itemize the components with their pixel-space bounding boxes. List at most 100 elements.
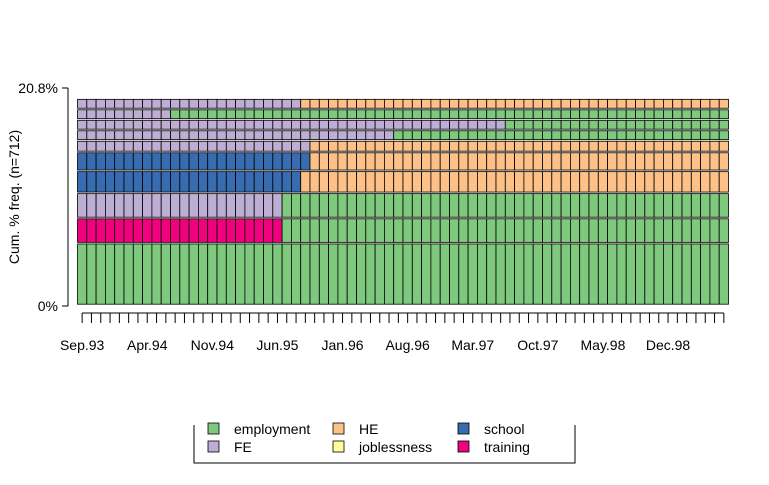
x-tick-label: Dec.98 bbox=[646, 337, 691, 353]
seq-8-cell-employment bbox=[504, 119, 515, 130]
seq-4-cell-HE bbox=[486, 171, 497, 193]
y-tick-label-bottom: 0% bbox=[38, 298, 58, 314]
seq-1-cell-employment bbox=[653, 243, 664, 305]
seq-6-cell-FE bbox=[272, 140, 283, 152]
seq-5-cell-HE bbox=[597, 152, 608, 171]
seq-3-cell-employment bbox=[402, 193, 413, 218]
seq-8-cell-employment bbox=[523, 119, 534, 130]
seq-1-cell-employment bbox=[374, 243, 385, 305]
seq-6-cell-FE bbox=[244, 140, 255, 152]
seq-1-cell-employment bbox=[253, 243, 264, 305]
seq-2-cell-training bbox=[253, 218, 264, 243]
seq-6-cell-HE bbox=[579, 140, 590, 152]
seq-4-cell-HE bbox=[690, 171, 701, 193]
seq-8-cell-employment bbox=[570, 119, 581, 130]
seq-6-cell-HE bbox=[486, 140, 497, 152]
legend-label-employment: employment bbox=[234, 421, 310, 437]
seq-5-cell-HE bbox=[309, 152, 320, 171]
seq-4-cell-HE bbox=[393, 171, 404, 193]
legend-box bbox=[193, 425, 576, 464]
seq-7-cell-employment bbox=[607, 130, 618, 141]
seq-6-cell-FE bbox=[253, 140, 264, 152]
sequence-1 bbox=[77, 243, 729, 305]
seq-10-cell-HE bbox=[318, 98, 329, 109]
seq-7-cell-employment bbox=[542, 130, 553, 141]
seq-9-cell-employment bbox=[281, 109, 292, 120]
legend-swatch-training bbox=[457, 440, 470, 453]
seq-5-cell-HE bbox=[402, 152, 413, 171]
seq-6-cell-FE bbox=[132, 140, 144, 152]
seq-1-cell-employment bbox=[337, 243, 348, 305]
seq-4-cell-school bbox=[170, 171, 181, 193]
seq-2-cell-employment bbox=[551, 218, 562, 243]
seq-5-cell-HE bbox=[560, 152, 571, 171]
seq-7-cell-employment bbox=[579, 130, 590, 141]
seq-2-cell-employment bbox=[709, 218, 720, 243]
seq-9-cell-employment bbox=[616, 109, 627, 120]
seq-4-cell-school bbox=[77, 171, 88, 193]
seq-5-cell-HE bbox=[318, 152, 329, 171]
seq-9-cell-FE bbox=[105, 109, 116, 120]
seq-5-cell-HE bbox=[449, 152, 460, 171]
seq-10-cell-FE bbox=[272, 98, 283, 109]
seq-6-cell-HE bbox=[356, 140, 367, 152]
seq-1-cell-employment bbox=[244, 243, 255, 305]
sequence-8 bbox=[77, 119, 729, 130]
seq-4-cell-HE bbox=[346, 171, 357, 193]
seq-5-cell-HE bbox=[532, 152, 543, 171]
seq-5-cell-HE bbox=[383, 152, 395, 171]
seq-3-cell-employment bbox=[309, 193, 320, 218]
seq-7-cell-FE bbox=[356, 130, 367, 141]
seq-1-cell-employment bbox=[123, 243, 134, 305]
seq-6-cell-FE bbox=[95, 140, 106, 152]
seq-1-cell-employment bbox=[625, 243, 636, 305]
seq-1-cell-employment bbox=[560, 243, 571, 305]
seq-4-cell-HE bbox=[597, 171, 608, 193]
seq-7-cell-FE bbox=[365, 130, 376, 141]
seq-10-cell-FE bbox=[216, 98, 227, 109]
seq-10-cell-FE bbox=[197, 98, 209, 109]
seq-9-cell-employment bbox=[504, 109, 515, 120]
seq-4-cell-HE bbox=[495, 171, 506, 193]
seq-7-cell-employment bbox=[653, 130, 664, 141]
seq-9-cell-employment bbox=[560, 109, 571, 120]
seq-10-cell-FE bbox=[253, 98, 264, 109]
seq-2-cell-training bbox=[179, 218, 190, 243]
seq-5-cell-school bbox=[86, 152, 97, 171]
seq-6-cell-HE bbox=[476, 140, 488, 152]
seq-6-cell-HE bbox=[467, 140, 478, 152]
seq-10-cell-FE bbox=[290, 98, 302, 109]
seq-8-cell-FE bbox=[486, 119, 497, 130]
seq-2-cell-employment bbox=[318, 218, 329, 243]
seq-3-cell-employment bbox=[365, 193, 376, 218]
seq-1-cell-employment bbox=[430, 243, 441, 305]
seq-5-cell-HE bbox=[356, 152, 367, 171]
seq-4-cell-school bbox=[188, 171, 199, 193]
seq-4-cell-school bbox=[207, 171, 218, 193]
seq-2-cell-employment bbox=[356, 218, 367, 243]
seq-3-cell-employment bbox=[570, 193, 581, 218]
seq-2-cell-employment bbox=[681, 218, 692, 243]
seq-10-cell-HE bbox=[570, 98, 581, 109]
seq-3-cell-employment bbox=[616, 193, 627, 218]
seq-10-cell-FE bbox=[77, 98, 88, 109]
seq-9-cell-employment bbox=[588, 109, 599, 120]
seq-3-cell-employment bbox=[700, 193, 711, 218]
seq-8-cell-FE bbox=[281, 119, 292, 130]
seq-3-cell-FE bbox=[114, 193, 125, 218]
seq-8-cell-FE bbox=[179, 119, 190, 130]
seq-1-cell-employment bbox=[635, 243, 646, 305]
seq-9-cell-employment bbox=[383, 109, 395, 120]
seq-4-cell-HE bbox=[681, 171, 692, 193]
y-axis: 20.8% 0% Cum. % freq. (n=712) bbox=[6, 80, 69, 314]
seq-4-cell-HE bbox=[328, 171, 339, 193]
seq-5-cell-HE bbox=[625, 152, 636, 171]
seq-7-cell-employment bbox=[588, 130, 599, 141]
seq-9-cell-employment bbox=[318, 109, 329, 120]
seq-9-cell-employment bbox=[290, 109, 302, 120]
seq-6-cell-HE bbox=[681, 140, 692, 152]
seq-3-cell-employment bbox=[663, 193, 674, 218]
seq-2-cell-employment bbox=[718, 218, 729, 243]
seq-1-cell-employment bbox=[216, 243, 227, 305]
seq-9-cell-employment bbox=[374, 109, 385, 120]
